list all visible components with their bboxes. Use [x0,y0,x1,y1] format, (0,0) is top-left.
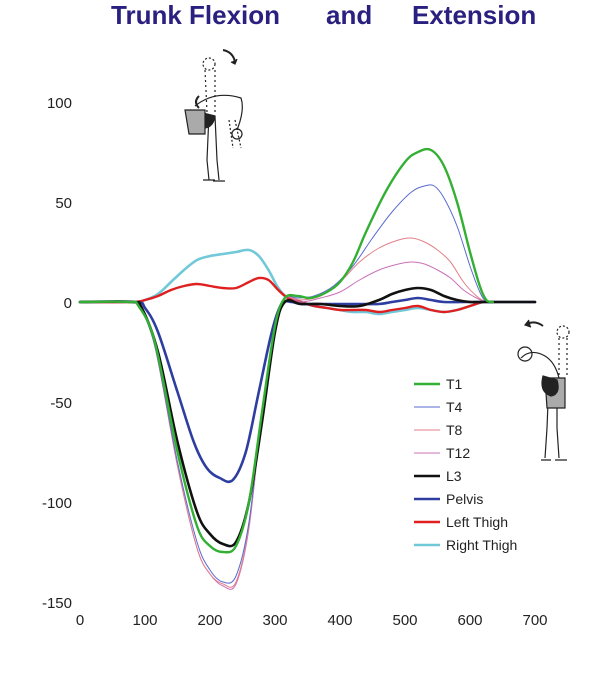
title-part-2: and [326,0,373,30]
legend-label: T12 [446,445,470,461]
title-part-1: Trunk Flexion [111,0,281,30]
legend-label: Right Thigh [446,537,517,553]
legend-label: T4 [446,399,463,415]
person-flexion-figure [184,49,243,182]
y-tick-label: 100 [47,95,72,112]
x-tick-label: 300 [262,612,287,629]
x-tick-label: 700 [522,612,547,629]
x-tick-label: 500 [392,612,417,629]
series-line-l3 [78,286,537,548]
legend-label: Left Thigh [446,514,508,530]
x-tick-label: 100 [132,612,157,629]
legend-label: L3 [446,468,462,484]
y-tick-label: 50 [55,195,72,212]
chart-title: Trunk Flexion and Extension [0,0,600,34]
series-line-t4 [79,184,494,584]
x-tick-label: 200 [197,612,222,629]
x-tick-label: 0 [76,612,84,629]
y-tick-label: -150 [42,595,72,612]
y-tick-label: 0 [64,295,72,312]
legend: T1 T4 T8 T12 L3 Pelvis Left Thigh Right Thigh [414,376,517,553]
series-lines [78,147,537,590]
legend-label: T1 [446,376,463,392]
legend-label: T8 [446,422,463,438]
series-line-t1 [78,147,494,554]
legend-label: Pelvis [446,491,483,507]
x-tick-label: 400 [327,612,352,629]
person-extension-figure [517,319,570,461]
series-line-t8 [79,237,494,588]
y-tick-label: -50 [50,395,72,412]
title-part-3: Extension [412,0,537,30]
y-tick-label: -100 [42,495,72,512]
x-tick-label: 600 [457,612,482,629]
